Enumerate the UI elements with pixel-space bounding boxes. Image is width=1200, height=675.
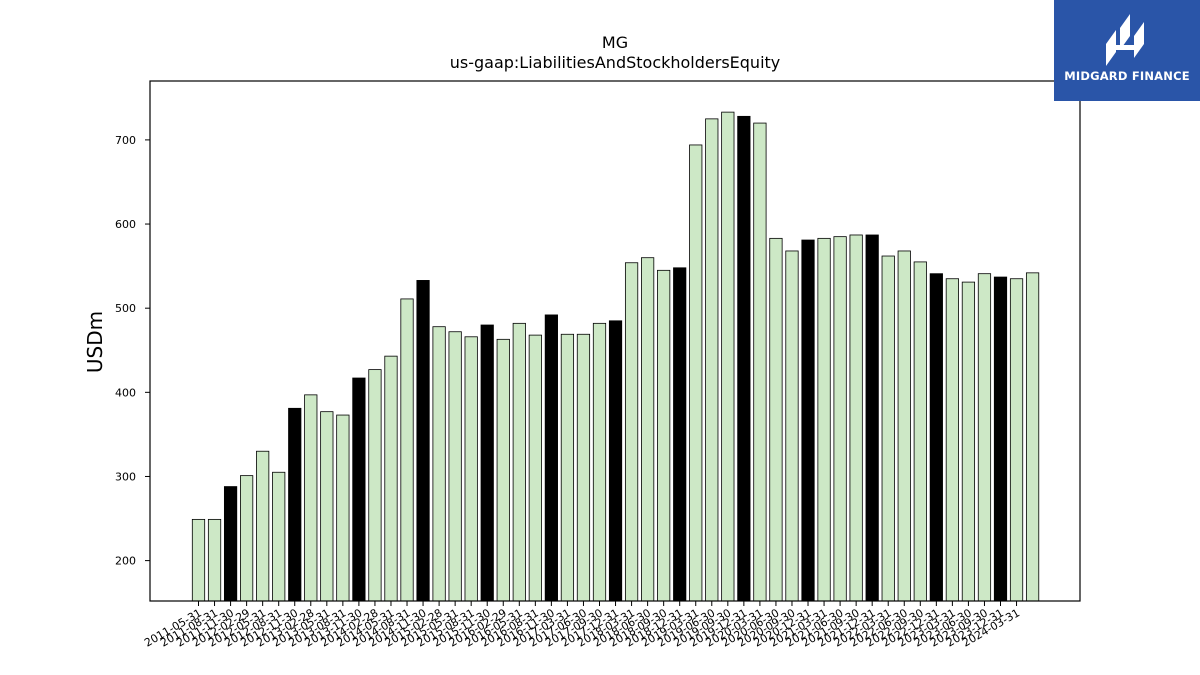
bar [801,239,815,602]
bar [384,355,398,602]
chart-subtitle: us-gaap:LiabilitiesAndStockholdersEquity [450,53,781,72]
bar [368,369,382,602]
y-tick-label: 400 [115,386,136,399]
bar [592,322,607,602]
y-tick-label: 200 [115,555,136,568]
bar [576,333,591,602]
chart-title: MG [602,33,628,52]
bar [1025,272,1040,602]
bar [961,281,976,602]
bar [705,118,719,602]
y-axis: 200 300 400 500 600 700 [115,134,150,568]
bar [849,234,863,602]
bar [400,298,414,602]
bar [769,237,783,602]
bar [480,324,494,602]
bar [336,414,350,602]
bar [929,273,943,602]
bar [641,257,655,602]
bar [785,250,799,602]
bar [223,486,238,602]
bar [320,411,334,602]
bar [352,377,366,602]
y-tick-label: 700 [115,134,136,147]
bar [817,237,831,602]
bar [721,111,735,602]
bar [464,336,478,602]
bar [673,267,687,602]
y-tick-label: 300 [115,470,136,483]
bar [448,331,462,602]
bar [207,518,222,602]
bar [288,407,302,602]
midgard-logo: MIDGARD FINANCE [1054,0,1200,101]
bar [304,394,318,602]
bar [657,269,671,602]
plot-frame [149,80,1081,602]
bar [833,236,847,602]
bar [416,280,430,602]
x-axis: 2011-05-312011-08-312011-11-302012-02-29… [142,601,1022,650]
midgard-logo-icon [1106,14,1144,66]
bar [608,320,623,602]
bar [945,278,959,602]
bar [689,144,703,602]
bar [191,518,206,602]
y-tick-label: 600 [115,218,136,231]
bar [753,122,767,602]
bar [881,255,895,602]
y-axis-label: USDm [83,311,107,373]
bar [737,115,751,602]
bar [528,334,542,602]
bar [1009,278,1024,602]
bar [993,276,1008,602]
logo-text: MIDGARD FINANCE [1064,69,1190,83]
bar [913,261,927,602]
bar [512,322,526,602]
bar [240,475,254,602]
y-tick-label: 500 [115,302,136,315]
bars-group [191,111,1040,602]
bar [560,333,575,602]
bar [897,250,911,602]
bar [256,450,270,602]
bar [544,314,558,602]
bar [272,471,286,602]
bar [865,234,879,602]
bar [496,338,510,602]
bar [432,326,446,602]
bar [977,273,992,602]
bar [624,262,639,602]
